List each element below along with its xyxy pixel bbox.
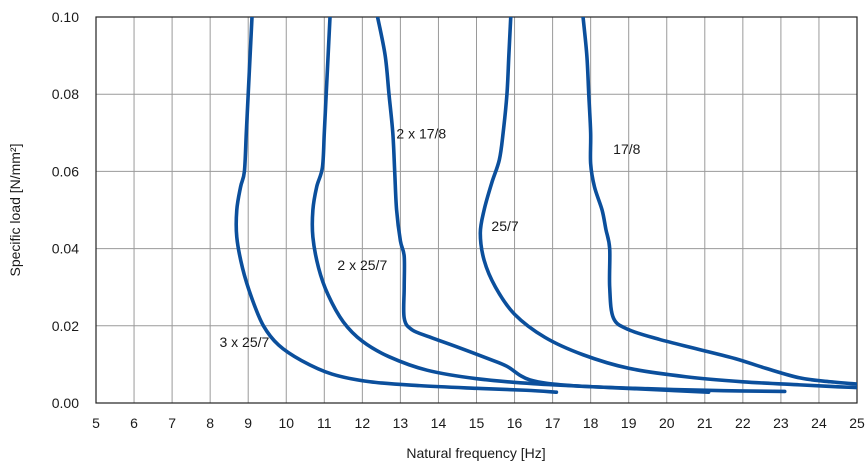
series-line-3-x-25-7	[234, 17, 559, 394]
x-tick-label: 6	[130, 415, 138, 431]
x-tick-label: 15	[469, 415, 485, 431]
x-tick-label: 7	[168, 415, 176, 431]
y-axis-label: Specific load [N/mm²]	[7, 143, 23, 276]
y-tick-label: 0.02	[52, 318, 79, 334]
series-line-2-x-25-7	[310, 17, 711, 394]
x-tick-label: 21	[697, 415, 713, 431]
curve-label: 2 x 25/7	[337, 257, 387, 273]
y-tick-label: 0.08	[52, 86, 79, 102]
curve-label: 3 x 25/7	[219, 334, 269, 350]
x-tick-label: 9	[244, 415, 252, 431]
y-tick-label: 0.06	[52, 163, 79, 179]
x-tick-label: 20	[659, 415, 675, 431]
curve-label: 25/7	[491, 218, 518, 234]
y-tick-labels: 0.00 0.02 0.04 0.06 0.08 0.10	[52, 9, 79, 411]
x-tick-label: 10	[278, 415, 294, 431]
x-tick-label: 14	[431, 415, 447, 431]
x-tick-label: 12	[355, 415, 371, 431]
x-tick-label: 19	[621, 415, 637, 431]
x-tick-label: 8	[206, 415, 214, 431]
x-tick-label: 11	[317, 415, 332, 431]
x-tick-label: 13	[393, 415, 409, 431]
series-line-17-8	[581, 17, 857, 386]
curve-label: 2 x 17/8	[396, 126, 446, 142]
y-tick-label: 0.00	[52, 395, 79, 411]
x-tick-label: 16	[507, 415, 523, 431]
x-tick-label: 25	[849, 415, 865, 431]
x-tick-label: 5	[92, 415, 100, 431]
x-tick-label: 24	[811, 415, 827, 431]
x-tick-label: 18	[583, 415, 599, 431]
y-tick-label: 0.10	[52, 9, 79, 25]
x-tick-label: 17	[545, 415, 561, 431]
curve-label: 17/8	[613, 141, 640, 157]
x-axis-label: Natural frequency [Hz]	[406, 445, 545, 461]
series-lines	[234, 17, 857, 394]
x-tick-label: 22	[735, 415, 751, 431]
x-tick-label: 23	[773, 415, 789, 431]
y-tick-label: 0.04	[52, 241, 79, 257]
curve-labels: 3 x 25/7 2 x 25/7 2 x 17/8 25/7 17/8	[219, 126, 640, 350]
x-tick-labels: 5 6 7 8 9 10 11 12 13 14 15 16 17 18 19 20 21 22 23 24 25	[92, 415, 865, 431]
grid	[95, 16, 858, 404]
series-line-25-7	[478, 17, 857, 390]
plot-frame	[95, 16, 858, 404]
series-line-2-x-17-8	[375, 17, 787, 394]
